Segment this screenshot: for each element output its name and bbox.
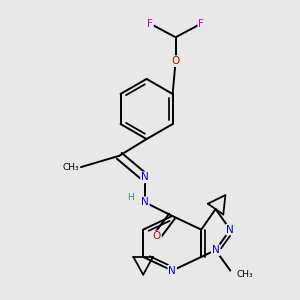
Text: CH₃: CH₃ [236, 269, 253, 278]
Text: N: N [168, 266, 176, 276]
Text: H: H [127, 193, 134, 202]
Text: F: F [147, 19, 153, 28]
Text: N: N [141, 197, 149, 207]
Text: CH₃: CH₃ [63, 163, 79, 172]
Text: N: N [141, 172, 149, 182]
Text: O: O [153, 231, 161, 242]
Text: O: O [172, 56, 180, 66]
Text: N: N [226, 225, 234, 235]
Text: F: F [198, 19, 204, 28]
Text: N: N [212, 245, 220, 255]
